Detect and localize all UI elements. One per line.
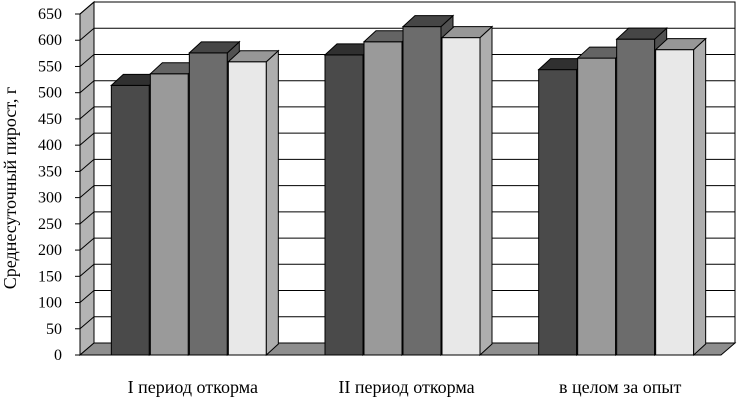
bar-side bbox=[693, 37, 707, 357]
bar-front bbox=[188, 52, 228, 356]
y-tick-label: 50 bbox=[46, 321, 62, 338]
gridline-side bbox=[79, 316, 95, 330]
gridline-side bbox=[79, 106, 95, 120]
bar-top bbox=[654, 38, 707, 51]
bar-front bbox=[441, 37, 481, 356]
y-tick-label: 300 bbox=[38, 190, 62, 207]
bar bbox=[227, 49, 280, 357]
gridline-side bbox=[79, 290, 95, 303]
gridline-side bbox=[79, 27, 95, 41]
gridline-side bbox=[79, 159, 95, 172]
bar-top bbox=[440, 26, 494, 39]
y-tick-label: 350 bbox=[38, 163, 62, 180]
bar-front bbox=[577, 57, 617, 356]
gridline-side bbox=[79, 54, 95, 67]
gridline-side bbox=[79, 237, 95, 251]
x-category-label: II период откорма bbox=[338, 377, 474, 397]
bar-front bbox=[402, 26, 442, 356]
y-tick-label: 550 bbox=[38, 58, 62, 75]
y-tick-label: 100 bbox=[38, 295, 62, 312]
y-tick-labels: 0 50 100 150 200 250 300 350 400 450 500 550 600 650 bbox=[38, 6, 62, 364]
bar-front bbox=[324, 54, 364, 356]
bar-front bbox=[363, 41, 403, 356]
bar-top bbox=[615, 27, 668, 40]
y-tick-label: 200 bbox=[38, 242, 62, 259]
gridline-side bbox=[79, 1, 95, 15]
bar-front bbox=[110, 84, 150, 356]
y-tick-label: 250 bbox=[38, 216, 62, 233]
side-wall bbox=[79, 0, 95, 357]
bar-side bbox=[479, 25, 493, 357]
gridline-side bbox=[79, 211, 95, 225]
gridline-side bbox=[79, 80, 95, 94]
bar-top bbox=[401, 15, 455, 28]
bar-front bbox=[655, 49, 695, 356]
y-tick-label: 150 bbox=[38, 268, 62, 285]
x-category-label: в целом за опыт bbox=[559, 377, 681, 397]
y-tick-label: 500 bbox=[38, 85, 62, 102]
y-tick-label: 450 bbox=[38, 111, 62, 128]
x-category-label: I период откорма bbox=[128, 377, 258, 397]
y-tick-label: 600 bbox=[38, 32, 62, 49]
y-tick-label: 650 bbox=[38, 6, 62, 23]
bar-front bbox=[538, 69, 578, 356]
gridline-side bbox=[79, 132, 95, 146]
bar-front bbox=[616, 38, 656, 356]
bar-top bbox=[188, 41, 241, 54]
bars bbox=[110, 14, 707, 357]
bar-top bbox=[227, 50, 280, 63]
bar bbox=[654, 37, 707, 357]
bar-side bbox=[265, 49, 279, 357]
bar-front bbox=[227, 61, 267, 356]
x-category-labels: I период откорма II период откорма в целом… bbox=[128, 377, 682, 397]
y-tick-label: 0 bbox=[54, 347, 62, 364]
y-tick-label: 400 bbox=[38, 137, 62, 154]
gridline-side bbox=[79, 263, 95, 277]
bar-front bbox=[149, 73, 189, 356]
gridline-side bbox=[79, 185, 95, 198]
y-axis-title: Среднесуточный пирост, г bbox=[0, 87, 20, 289]
bar bbox=[440, 25, 494, 357]
